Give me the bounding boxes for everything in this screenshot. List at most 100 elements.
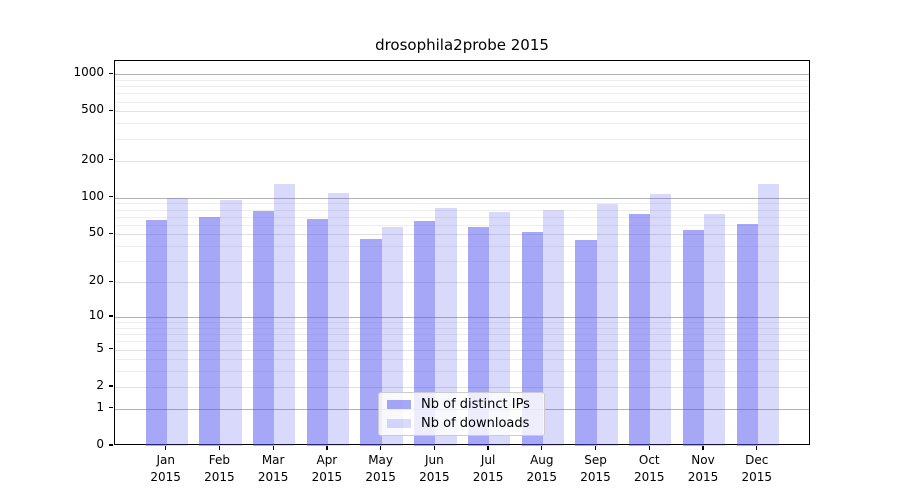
y-tick [109, 347, 113, 350]
bar-ips-jun [414, 220, 436, 446]
bar-ips-sep [575, 239, 597, 446]
bar-downloads-dec [757, 184, 779, 446]
x-tick-label-year: 2015 [311, 470, 343, 484]
gridline [114, 123, 809, 125]
x-tick-label-month: Jul [480, 453, 496, 467]
gridline [114, 86, 809, 88]
x-tick [218, 445, 221, 450]
gridline [114, 79, 809, 81]
bar-downloads-nov [704, 213, 726, 446]
x-tick [326, 445, 328, 450]
gridline [114, 261, 809, 263]
x-tick-label-month: Jan [156, 453, 175, 467]
bar-downloads-aug [542, 209, 564, 446]
x-tick-label-month: Sep [584, 453, 607, 467]
bar-downloads-apr [327, 192, 350, 446]
bar-ips-jul [467, 226, 490, 446]
bar-ips-apr [306, 218, 328, 446]
x-tick [594, 445, 597, 450]
x-tick-label-year: 2015 [526, 470, 558, 484]
y-tick-label: 2 [96, 377, 104, 392]
bar-ips-mar [252, 210, 275, 446]
y-tick-label: 200 [81, 151, 104, 166]
gridline [114, 386, 809, 388]
x-tick-label-month: Jun [424, 453, 444, 467]
x-tick-label-year: 2015 [472, 470, 504, 484]
x-tick-label: Apr 2015 [292, 452, 362, 486]
x-tick-label: Sep 2015 [561, 452, 631, 486]
y-tick [109, 232, 113, 235]
x-tick-label-year: 2015 [580, 470, 611, 484]
x-tick-label-year: 2015 [365, 470, 396, 484]
gridline [114, 160, 809, 162]
gridline [114, 101, 809, 103]
x-tick [702, 445, 704, 450]
gridline [114, 322, 809, 324]
x-tick-label: May 2015 [346, 452, 416, 486]
x-tick-label: Feb 2015 [184, 452, 254, 486]
x-tick [487, 445, 489, 450]
y-tick-label: 50 [88, 225, 104, 240]
bar-ips-nov [682, 230, 704, 446]
gridline [114, 93, 809, 95]
x-tick-label-month: Apr [316, 453, 338, 467]
bar-downloads-mar [274, 184, 296, 446]
gridline [114, 349, 809, 351]
gridline [114, 216, 809, 218]
y-tick-label: 100 [81, 188, 104, 203]
chart-title: drosophila2probe 2015 [375, 36, 549, 54]
y-tick [109, 109, 113, 112]
x-tick [272, 445, 274, 450]
y-tick [109, 315, 113, 317]
y-tick [109, 280, 113, 282]
legend: Nb of distinct IPs Nb of downloads [378, 391, 545, 436]
y-tick-label: 10 [88, 307, 104, 322]
y-tick [109, 72, 113, 74]
x-tick-label-year: 2015 [419, 470, 450, 484]
gridline [114, 341, 809, 343]
legend-label-distinct-ips: Nb of distinct IPs [421, 396, 530, 412]
x-tick [541, 445, 543, 450]
x-tick [165, 445, 167, 450]
gridline [114, 282, 809, 284]
y-tick-label: 500 [81, 102, 104, 117]
y-tick-label: 20 [88, 273, 104, 288]
x-tick-label-year: 2015 [150, 470, 181, 484]
gridline [114, 334, 809, 336]
bar-ips-feb [199, 217, 221, 446]
bar-ips-jan [145, 219, 167, 446]
gridline [114, 359, 809, 361]
bar-ips-dec [736, 223, 758, 446]
x-tick-label: Jun 2015 [399, 452, 469, 486]
bar-downloads-may [381, 226, 403, 446]
y-tick [109, 159, 113, 161]
legend-swatch-downloads [387, 418, 411, 428]
gridline [114, 316, 809, 318]
y-tick [109, 385, 113, 387]
bar-downloads-feb [220, 200, 242, 446]
gridline [114, 203, 809, 205]
x-tick-label-year: 2015 [257, 470, 289, 484]
bar-downloads-jan [166, 197, 188, 446]
gridline [114, 111, 809, 113]
x-tick [433, 445, 435, 450]
legend-item-distinct-ips: Nb of distinct IPs [379, 397, 544, 412]
x-tick-label-month: Feb [208, 453, 231, 467]
bar-downloads-jul [489, 211, 511, 446]
x-tick-label: Jan 2015 [131, 452, 201, 486]
x-tick-label-month: Mar [261, 453, 285, 467]
bar-downloads-oct [650, 193, 672, 446]
plot-area [113, 59, 810, 446]
x-tick-label-year: 2015 [633, 470, 665, 484]
gridline [114, 138, 809, 140]
bar-downloads-jun [435, 207, 457, 446]
y-tick-label: 1000 [73, 65, 104, 80]
x-tick-label-year: 2015 [741, 470, 772, 484]
y-tick [109, 196, 113, 198]
bar-ips-oct [629, 214, 651, 446]
y-tick-label: 5 [96, 340, 104, 355]
bar-downloads-sep [596, 203, 618, 446]
gridline [114, 197, 809, 199]
y-tick [109, 444, 113, 446]
